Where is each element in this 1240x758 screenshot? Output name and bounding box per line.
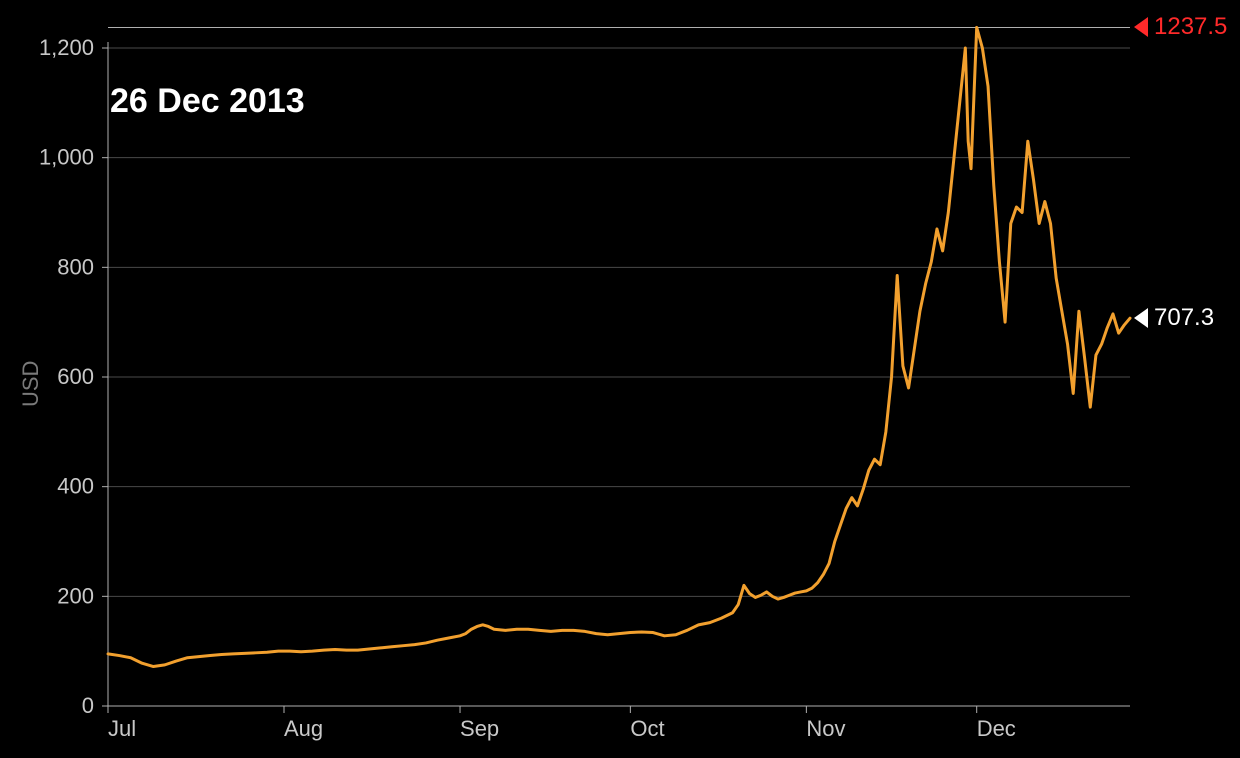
svg-text:1,200: 1,200 <box>39 35 94 60</box>
last-price-label: 707.3 <box>1154 304 1214 332</box>
svg-text:200: 200 <box>57 583 94 608</box>
svg-text:Jul: Jul <box>108 716 136 741</box>
svg-text:Dec: Dec <box>977 716 1016 741</box>
y-axis-label: USD <box>18 361 44 407</box>
svg-text:Oct: Oct <box>630 716 664 741</box>
high-marker-label: 1237.5 <box>1154 13 1227 41</box>
last-price-arrow-icon <box>1134 308 1148 328</box>
price-chart: 0 200 400 600 800 1,000 1,200 Jul Aug Sep Oct Nov De… <box>0 0 1240 758</box>
svg-text:1,000: 1,000 <box>39 145 94 170</box>
svg-text:400: 400 <box>57 474 94 499</box>
svg-text:Aug: Aug <box>284 716 323 741</box>
svg-text:800: 800 <box>57 254 94 279</box>
svg-text:600: 600 <box>57 364 94 389</box>
svg-text:Sep: Sep <box>460 716 499 741</box>
chart-title: 26 Dec 2013 <box>110 82 305 121</box>
svg-text:0: 0 <box>82 693 94 718</box>
svg-text:Nov: Nov <box>806 716 845 741</box>
high-marker-arrow-icon <box>1134 17 1148 37</box>
